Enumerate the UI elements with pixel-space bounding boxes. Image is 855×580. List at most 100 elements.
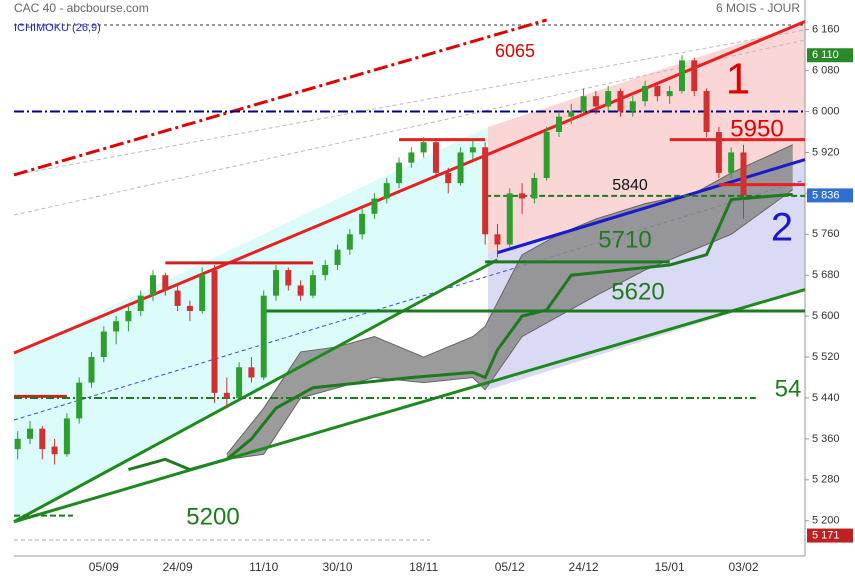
annotation: 54 (775, 375, 802, 402)
candle-body (543, 131, 550, 179)
candle-body (162, 275, 169, 291)
candle-body (568, 111, 575, 117)
candle-body (642, 85, 649, 102)
candle-body (371, 198, 378, 214)
candle-body (309, 275, 316, 296)
candle-body (519, 193, 526, 199)
price-tag-label: 5 836 (812, 189, 840, 201)
chart-title: CAC 40 - abcbourse.com (14, 1, 149, 15)
indicator-label: ICHIMOKU (26,9) (14, 22, 101, 34)
x-tick-label: 11/10 (249, 560, 278, 574)
annotation: 1 (726, 55, 750, 104)
candle-body (137, 295, 144, 312)
candle-body (555, 116, 562, 132)
y-tick-label: 5 920 (812, 146, 840, 158)
candle-body (199, 275, 206, 312)
candle-body (63, 418, 70, 455)
candle-body (408, 152, 415, 163)
candle-body (629, 101, 636, 112)
candle-body (236, 367, 243, 398)
y-tick-label: 5 200 (812, 515, 840, 527)
candle-body (174, 290, 181, 306)
level-line (497, 158, 806, 255)
candle-body (715, 131, 722, 173)
x-tick-label: 30/10 (323, 560, 353, 574)
candle-body (260, 295, 267, 378)
guide-line (13, 39, 806, 216)
zone-cyan (14, 127, 488, 522)
candle-body (703, 91, 710, 132)
y-tick-label: 5 520 (812, 351, 840, 363)
candle-body (125, 311, 132, 322)
annotation: 5950 (730, 115, 783, 142)
x-tick-label: 05/12 (495, 560, 525, 574)
candle-body (531, 178, 538, 199)
candle-body (150, 275, 157, 296)
level-line (13, 258, 499, 524)
candle-body (728, 152, 735, 173)
candle-body (359, 213, 366, 235)
annotation: 6065 (495, 41, 535, 61)
x-tick-label: 18/11 (409, 560, 438, 574)
y-tick-label: 6 080 (812, 64, 840, 76)
candle-body (457, 152, 464, 184)
candle-body (482, 147, 489, 235)
price-tag (807, 48, 853, 63)
annotation: 5200 (186, 503, 239, 530)
candle-body (580, 96, 587, 112)
candle-body (14, 438, 21, 450)
y-tick-label: 5 440 (812, 392, 840, 404)
candle-body (654, 85, 661, 97)
kijun-line (128, 192, 793, 472)
y-tick-label: 5 760 (812, 228, 840, 240)
candle-body (469, 147, 476, 153)
candle-body (186, 305, 193, 312)
candle-body (666, 91, 673, 97)
candle-body (346, 234, 353, 250)
candle-body (396, 162, 403, 184)
annotation: 2 (771, 206, 793, 250)
candle-body (383, 183, 390, 199)
candle-body (678, 60, 685, 92)
x-tick-label: 03/02 (728, 560, 758, 574)
candle-body (494, 234, 501, 245)
y-tick-label: 5 600 (812, 310, 840, 322)
candle-body (76, 382, 83, 419)
candle-body (432, 142, 439, 173)
candle-body (691, 60, 698, 92)
candle-body (322, 264, 329, 276)
price-tag-label: 5 171 (812, 529, 840, 541)
candle-body (506, 193, 513, 245)
x-tick-label: 15/01 (655, 560, 685, 574)
candle-body (445, 172, 452, 184)
candle-body (273, 270, 280, 296)
guide-line (13, 29, 806, 176)
annotation: 5840 (612, 177, 648, 194)
candle-body (420, 142, 427, 153)
candle-body (592, 96, 599, 107)
level-line (13, 18, 548, 177)
candle-body (297, 285, 304, 296)
y-tick-label: 5 280 (812, 474, 840, 486)
annotation: 5710 (598, 226, 651, 253)
candle-body (605, 91, 612, 107)
candle-body (248, 367, 255, 378)
y-tick-label: 5 360 (812, 433, 840, 445)
candle-body (740, 152, 747, 196)
price-tag (807, 188, 853, 203)
candle-body (285, 270, 292, 286)
candle-body (39, 428, 46, 450)
price-tag (807, 528, 853, 543)
annotation: 5620 (611, 278, 664, 305)
candle-body (113, 321, 120, 332)
candle-body (617, 91, 624, 112)
cloud-fill (226, 144, 793, 460)
level-line (13, 288, 806, 524)
y-tick-label: 6 000 (812, 105, 840, 117)
cloud-lower (226, 189, 793, 460)
x-tick-label: 24/09 (163, 560, 193, 574)
x-tick-label: 24/12 (569, 560, 599, 574)
candle-body (88, 357, 95, 383)
candle-body (223, 392, 230, 398)
